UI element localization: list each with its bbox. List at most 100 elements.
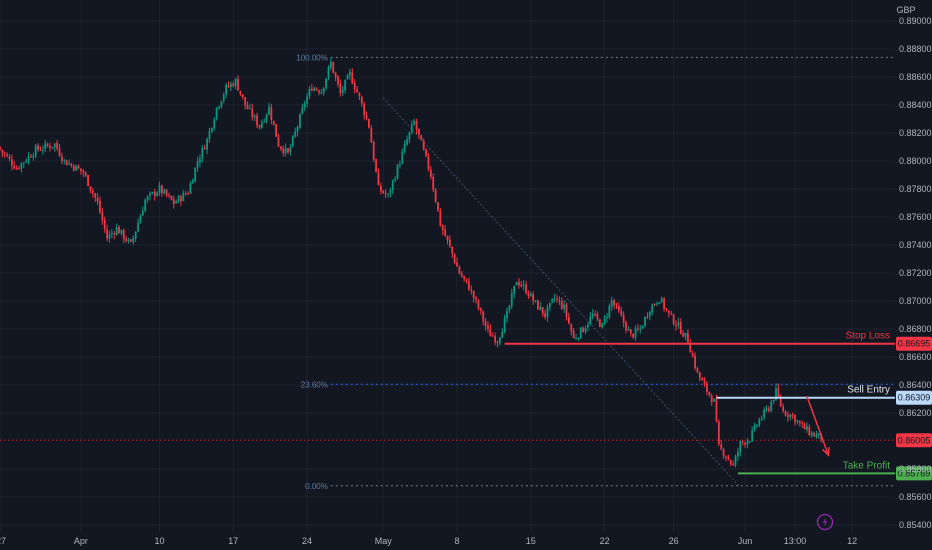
candle-body xyxy=(170,195,173,200)
candle-body xyxy=(556,298,558,300)
time-tick-label: 27 xyxy=(0,536,6,546)
take-profit-price-tag[interactable] xyxy=(896,466,932,481)
candle-body xyxy=(508,305,511,311)
price-tick-label: 0.88800 xyxy=(899,44,932,54)
lightning-icon[interactable] xyxy=(816,513,834,531)
candle-body xyxy=(60,156,63,161)
candle-body xyxy=(172,199,175,205)
candle-body xyxy=(689,343,692,353)
candle-body xyxy=(672,314,675,325)
candle-body xyxy=(282,148,285,154)
candle-body xyxy=(546,306,549,318)
trade-levels[interactable]: Stop Loss 0.86695 Sell Entry 0.86309 Take Pr… xyxy=(504,331,932,481)
candle-body xyxy=(410,124,413,133)
candle-body xyxy=(558,300,561,302)
candle-body xyxy=(284,147,287,154)
candle-body xyxy=(87,174,89,187)
price-tick-label: 0.86800 xyxy=(899,324,932,334)
candle-body xyxy=(810,432,813,436)
candle-body xyxy=(232,83,235,87)
price-tick-label: 0.88600 xyxy=(899,72,932,82)
candle-body xyxy=(3,152,6,155)
candle-body xyxy=(39,149,42,151)
candle-body xyxy=(522,284,525,286)
candle-body xyxy=(572,330,575,338)
candle-body xyxy=(510,293,513,307)
candle-body xyxy=(663,298,666,309)
candle-body xyxy=(94,193,97,198)
candle-body xyxy=(639,328,642,330)
fibonacci-retracement[interactable]: 100.00% 23.60% 0.00% xyxy=(0,53,895,491)
candle-body xyxy=(122,229,125,240)
candle-body xyxy=(158,185,161,193)
candle-body xyxy=(310,88,313,91)
candle-body xyxy=(691,353,694,357)
candle-body xyxy=(782,406,785,412)
candle-body xyxy=(277,136,280,147)
candle-body xyxy=(501,331,504,338)
candle-body xyxy=(110,233,113,235)
candle-body xyxy=(406,139,408,145)
candle-body xyxy=(163,189,166,194)
candle-body xyxy=(318,90,320,93)
candle-body xyxy=(765,408,768,410)
candle-body xyxy=(256,115,258,126)
candle-body xyxy=(641,326,644,329)
price-axis[interactable]: 0.89000 0.88800 0.88600 0.88400 0.88200 0.880… xyxy=(899,16,932,530)
candle-body xyxy=(75,165,78,171)
candle-body xyxy=(670,313,673,315)
candle-body xyxy=(229,83,232,87)
candle-body xyxy=(801,422,804,425)
take-profit-label: Take Profit xyxy=(843,460,890,471)
candle-body xyxy=(563,304,566,310)
candle-body xyxy=(375,159,377,172)
candle-body xyxy=(346,75,349,80)
projection-arrow-head[interactable] xyxy=(822,446,830,457)
candle-body xyxy=(453,254,456,263)
candle-body xyxy=(722,449,725,457)
time-axis[interactable]: 27 Apr 10 17 24 May 8 15 22 26 Jun 13:00 12 xyxy=(0,536,857,546)
candle-body xyxy=(108,234,111,239)
candle-body xyxy=(482,311,485,322)
candle-body xyxy=(665,308,668,310)
candle-body xyxy=(8,156,11,159)
candle-body xyxy=(194,167,197,182)
candle-body xyxy=(134,231,137,239)
candle-body xyxy=(99,200,101,213)
candle-body xyxy=(296,126,299,132)
candle-body xyxy=(679,322,682,334)
candle-body xyxy=(498,337,501,344)
time-tick-label: Jun xyxy=(738,536,753,546)
candle-body xyxy=(813,432,815,437)
candle-body xyxy=(808,426,811,436)
candle-body xyxy=(196,161,199,168)
candle-body xyxy=(713,398,715,402)
projection-arrow-shaft[interactable] xyxy=(806,395,830,456)
candle-body xyxy=(151,192,154,194)
sell-entry-price-tag[interactable] xyxy=(896,390,932,405)
current-price-tag[interactable] xyxy=(896,433,932,448)
candle-body xyxy=(149,193,151,196)
time-tick-label: 12 xyxy=(847,536,857,546)
candle-body xyxy=(725,456,727,458)
candle-body xyxy=(22,162,25,164)
candle-body xyxy=(513,285,516,295)
candle-body xyxy=(106,229,109,239)
candle-body xyxy=(339,83,342,94)
candle-body xyxy=(594,313,596,315)
stop-loss-price-tag[interactable] xyxy=(896,336,932,351)
candle-body xyxy=(429,169,432,177)
candle-body xyxy=(101,211,104,221)
candle-body xyxy=(63,159,66,161)
candle-body xyxy=(258,125,261,128)
candle-body xyxy=(303,103,306,108)
fib-trendline[interactable] xyxy=(382,97,741,488)
time-tick-label: 13:00 xyxy=(784,536,807,546)
candle-body xyxy=(560,301,563,309)
candle-body xyxy=(537,300,539,310)
candle-body xyxy=(141,210,144,216)
candle-body xyxy=(796,420,799,422)
candle-body xyxy=(582,327,585,333)
candle-body xyxy=(479,308,482,311)
